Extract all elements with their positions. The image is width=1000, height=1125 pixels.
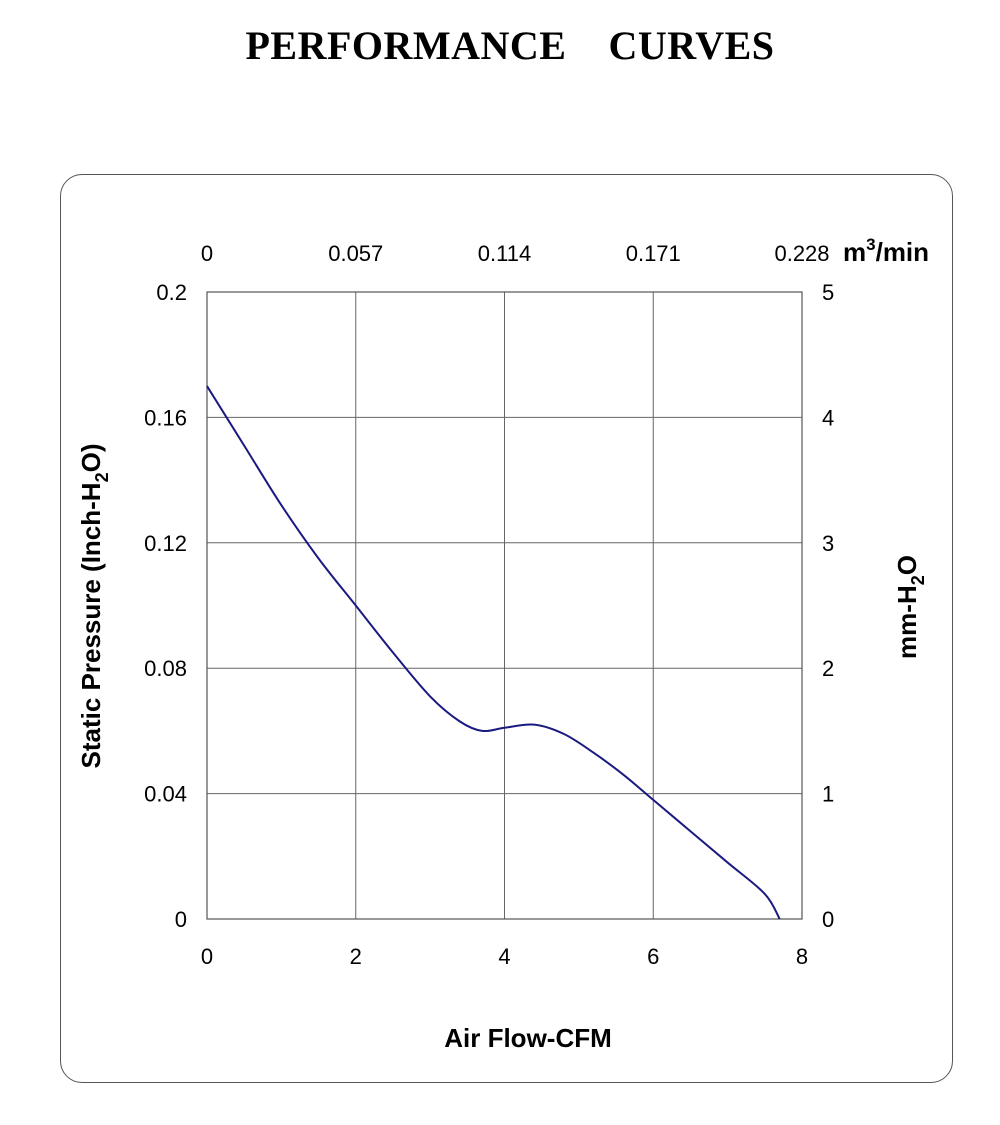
y-tick-label: 0.04 <box>144 782 187 807</box>
x-axis-label: Air Flow-CFM <box>444 1023 612 1053</box>
x-tick-label: 8 <box>796 944 808 969</box>
y2-tick-label: 0 <box>822 907 834 932</box>
plot-area-border <box>206 291 803 920</box>
page-title: PERFORMANCE CURVES <box>245 23 775 68</box>
plot-border <box>206 291 803 920</box>
top-axis-unit: m3/min <box>843 235 929 267</box>
y-tick-label: 0.08 <box>144 656 187 681</box>
chart-frame <box>60 174 953 1083</box>
y2-tick-label: 1 <box>822 782 834 807</box>
y-tick-label: 0.2 <box>156 280 187 305</box>
y2-axis-label: mm-H2O <box>892 555 928 659</box>
y2-tick-label: 3 <box>822 531 834 556</box>
x-tick-label: 2 <box>350 944 362 969</box>
performance-curve <box>206 385 781 920</box>
x-tick-label: 6 <box>647 944 659 969</box>
y-tick-label: 0.16 <box>144 405 187 430</box>
x2-tick-label: 0 <box>201 241 213 266</box>
y2-tick-label: 4 <box>822 405 834 430</box>
y-tick-label: 0 <box>175 907 187 932</box>
y2-tick-label: 2 <box>822 656 834 681</box>
grid <box>207 292 802 919</box>
y-axis-label: Static Pressure (Inch-H2O) <box>76 444 112 769</box>
y-tick-label: 0.12 <box>144 531 187 556</box>
y2-tick-label: 5 <box>822 280 834 305</box>
x2-tick-label: 0.057 <box>328 241 383 266</box>
x-tick-label: 4 <box>498 944 510 969</box>
x-tick-label: 0 <box>201 944 213 969</box>
x2-tick-label: 0.114 <box>478 241 531 266</box>
x2-tick-label: 0.171 <box>626 241 681 266</box>
x2-tick-label: 0.228 <box>774 241 829 266</box>
